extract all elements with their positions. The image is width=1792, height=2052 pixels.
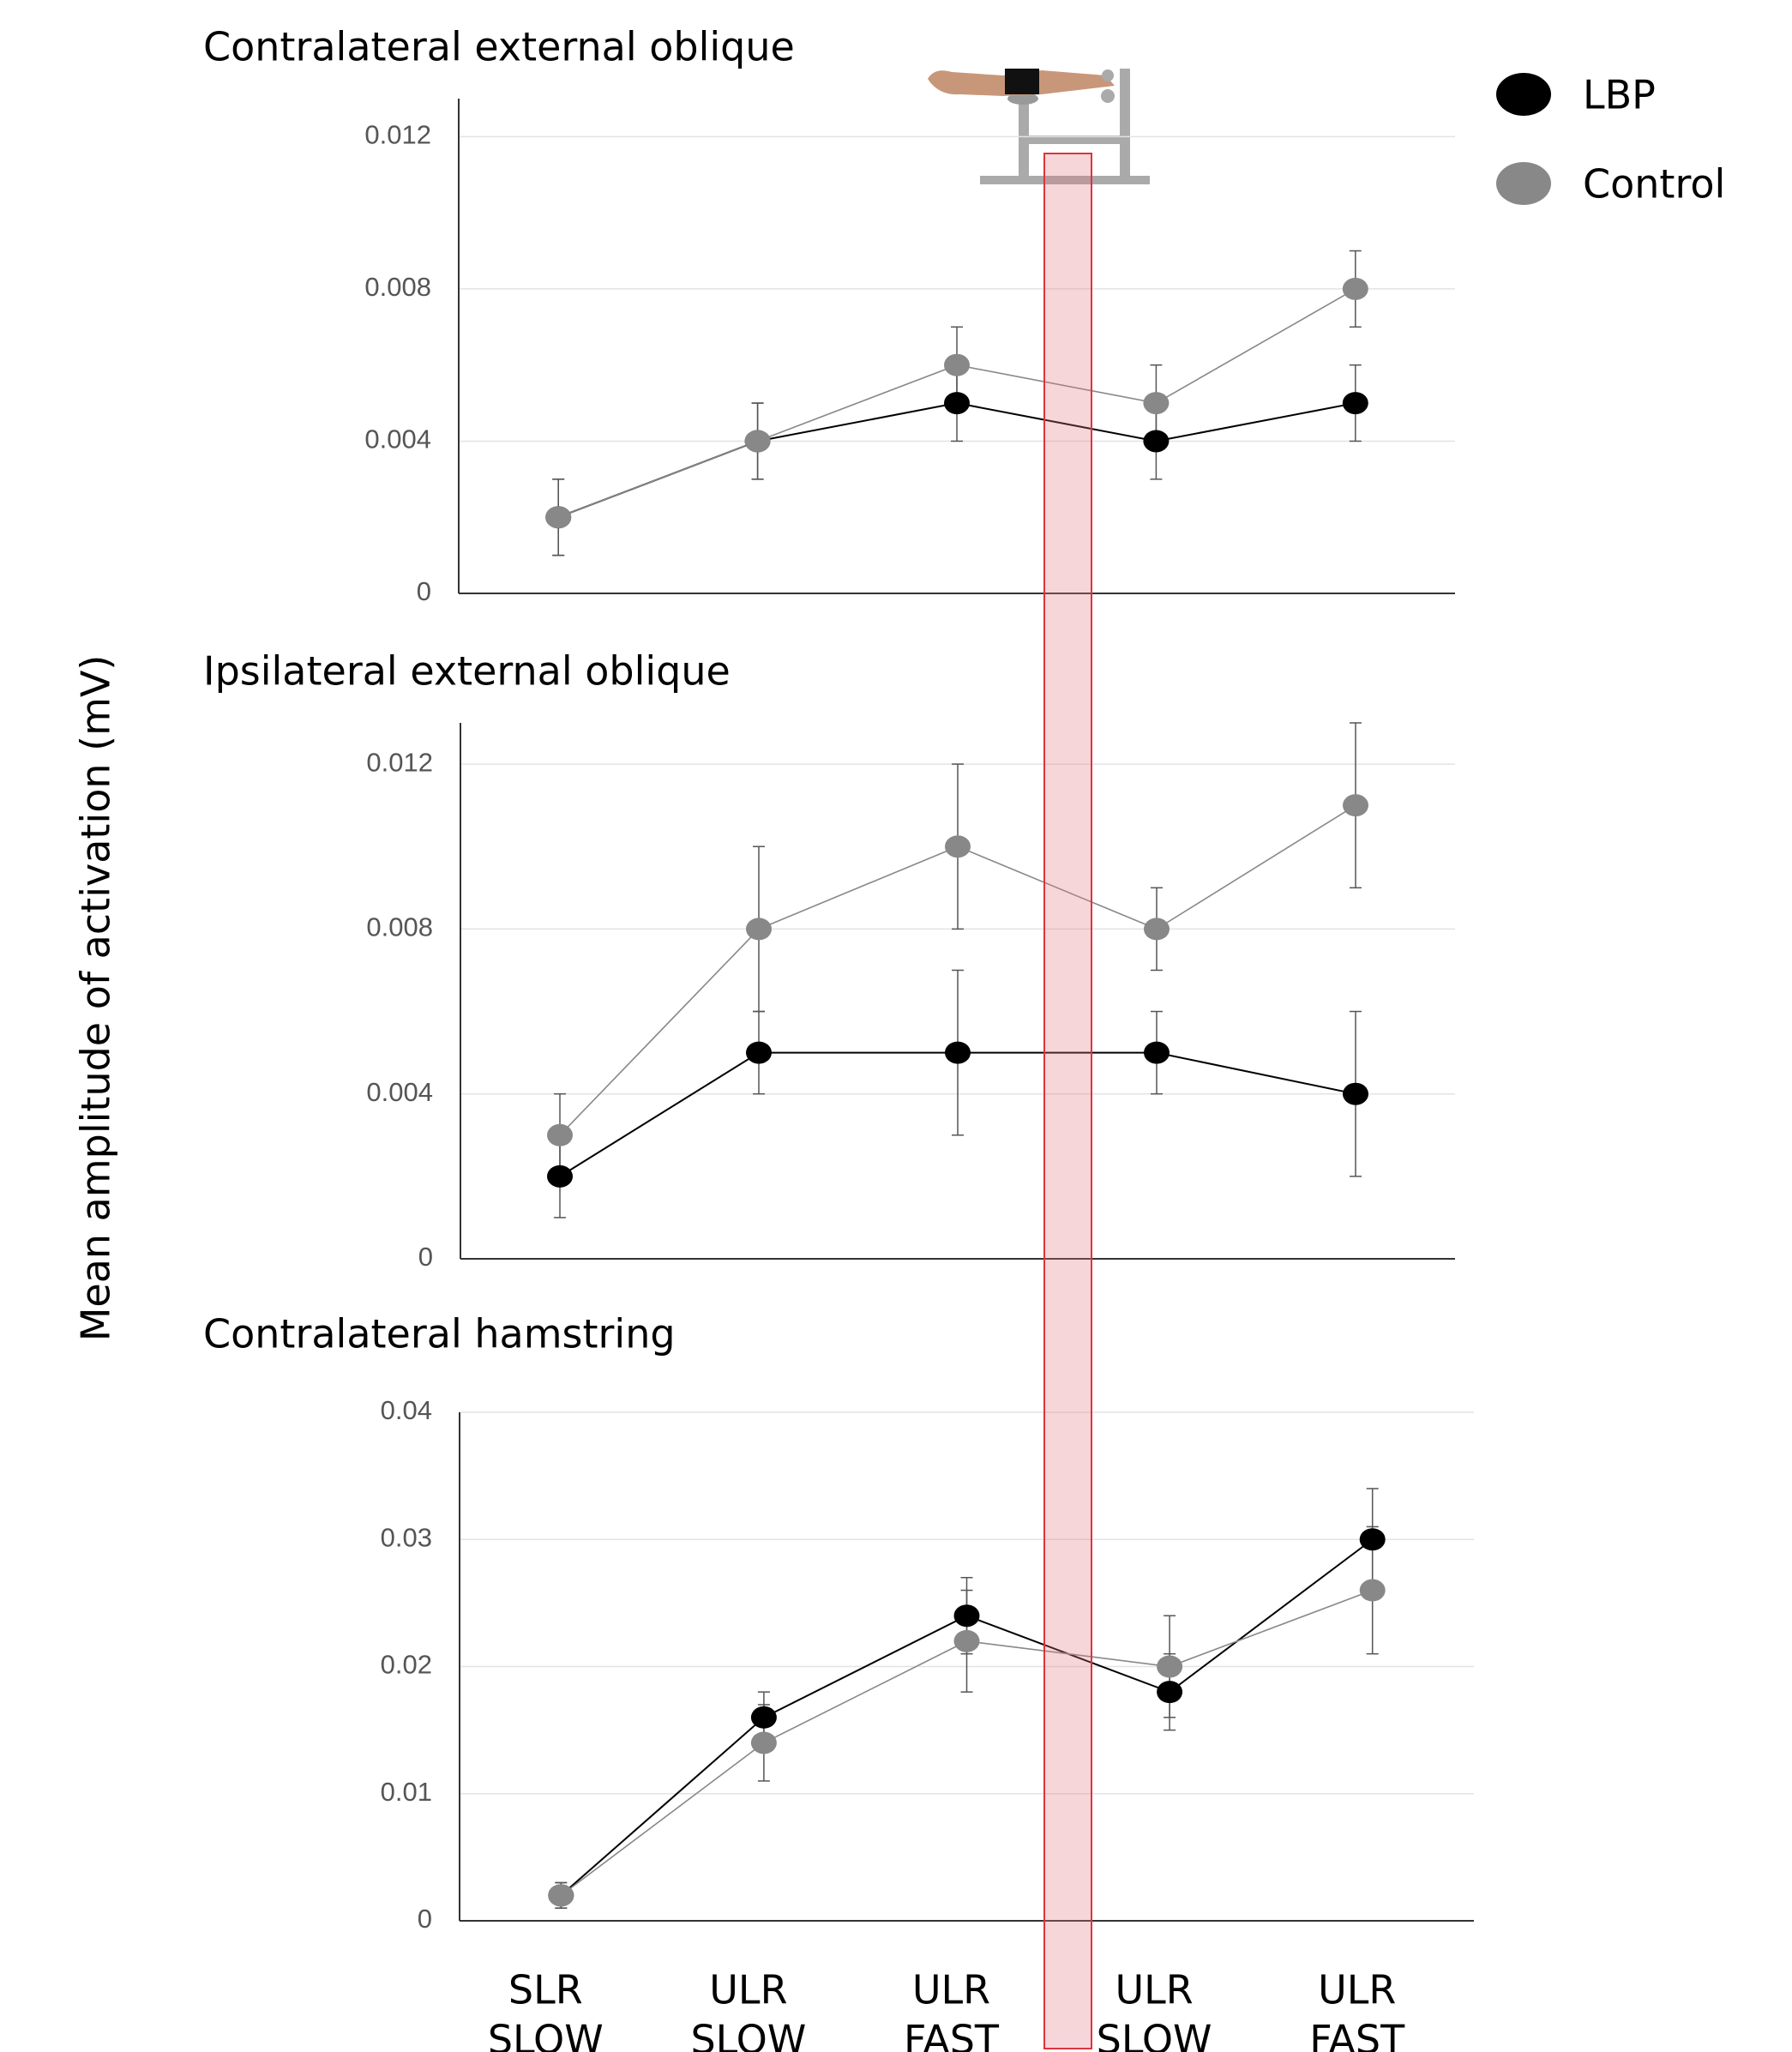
data-point: [945, 1042, 971, 1064]
x-tick-label: SLOW: [488, 2017, 604, 2052]
y-tick-label: 0.03: [381, 1522, 432, 1552]
chart: Mean amplitude of activation (mV) Contra…: [0, 0, 1792, 2052]
x-tick-label: FAST: [904, 2017, 1000, 2052]
data-point: [1144, 918, 1170, 940]
data-point: [944, 392, 970, 414]
x-tick-label: FAST: [1309, 2017, 1405, 2052]
x-tick-label: SLR: [508, 1967, 583, 2013]
y-tick-label: 0: [418, 1242, 433, 1272]
data-point: [751, 1706, 777, 1729]
data-point: [945, 835, 971, 858]
data-point: [1343, 794, 1368, 816]
highlight-box: [1044, 153, 1091, 2049]
y-tick-label: 0.012: [366, 747, 433, 777]
data-point: [1343, 392, 1368, 414]
data-point: [1143, 392, 1169, 414]
data-point: [547, 1165, 573, 1188]
y-tick-label: 0.004: [366, 1077, 433, 1107]
data-point: [547, 1124, 573, 1146]
legend-marker: [1496, 162, 1551, 205]
legend-label: Control: [1583, 161, 1725, 208]
x-tick-label: SLOW: [1097, 2017, 1212, 2052]
x-tick-label: ULR: [709, 1967, 787, 2013]
data-point: [751, 1731, 777, 1754]
data-point: [1157, 1656, 1182, 1678]
y-tick-label: 0.02: [381, 1650, 432, 1680]
x-tick-label: SLOW: [690, 2017, 806, 2052]
data-point: [1143, 430, 1169, 452]
data-point: [1157, 1681, 1182, 1703]
data-point: [1144, 1042, 1170, 1064]
data-point: [1343, 1083, 1368, 1105]
data-point: [548, 1884, 574, 1906]
data-point: [745, 430, 771, 452]
legend-label: LBP: [1583, 72, 1656, 118]
chart-title: Contralateral external oblique: [203, 24, 795, 70]
y-tick-label: 0.008: [364, 272, 431, 302]
data-point: [1343, 278, 1368, 300]
x-tick-label: ULR: [912, 1967, 990, 2013]
data-point: [944, 354, 970, 376]
chart-title: Ipsilateral external oblique: [203, 648, 731, 695]
data-point: [545, 506, 571, 528]
exercise-illustration: [928, 69, 1150, 184]
y-tick-label: 0.004: [364, 424, 431, 454]
y-tick-label: 0.04: [381, 1395, 432, 1425]
data-point: [1360, 1528, 1386, 1550]
data-point: [1360, 1580, 1386, 1602]
data-point: [954, 1630, 980, 1652]
data-point: [746, 918, 772, 940]
chart-title: Contralateral hamstring: [203, 1311, 676, 1357]
data-point: [746, 1042, 772, 1064]
y-tick-label: 0: [417, 576, 431, 606]
y-axis-label: Mean amplitude of activation (mV): [73, 655, 119, 1342]
data-point: [954, 1604, 980, 1627]
legend-marker: [1496, 73, 1551, 116]
x-tick-label: ULR: [1115, 1967, 1193, 2013]
y-tick-label: 0: [418, 1904, 432, 1934]
y-tick-label: 0.012: [364, 120, 431, 150]
x-tick-label: ULR: [1318, 1967, 1396, 2013]
y-tick-label: 0.01: [381, 1777, 432, 1807]
y-tick-label: 0.008: [366, 912, 433, 942]
